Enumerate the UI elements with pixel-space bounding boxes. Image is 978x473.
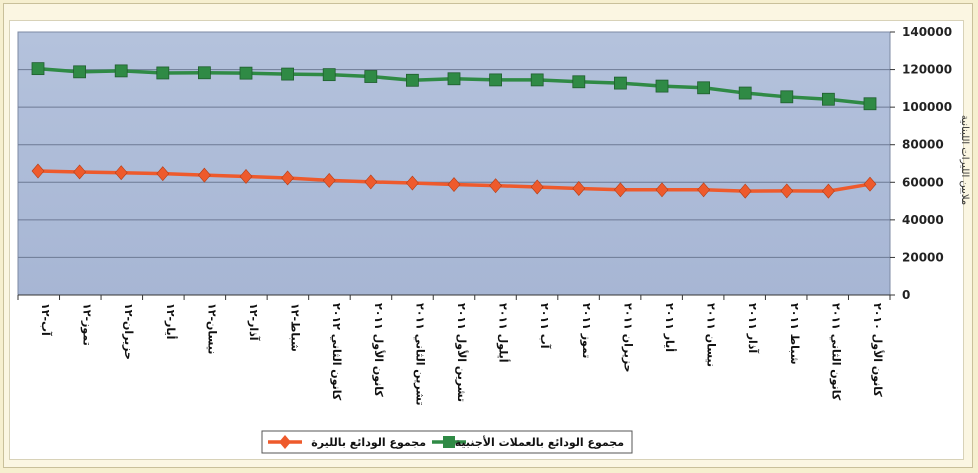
- x-axis: آب-١٢ تموز-١٢ حزيران-١٢ أيار-١٢ نيسان-١٢ آذار…: [17, 294, 891, 406]
- y-tick-label: 100000: [902, 100, 952, 114]
- legend-label: مجموع الودائع بالعملات الأجنبية: [455, 435, 624, 449]
- data-point: [447, 177, 461, 193]
- legend-label: مجموع الودائع بالليرة: [311, 436, 426, 449]
- x-tick-label: آب ٢٠١١: [538, 303, 552, 349]
- x-tick-label: كانون الثاني ٢٠١١: [829, 303, 842, 401]
- data-point: [822, 92, 835, 106]
- y-tick-label: 20000: [902, 250, 944, 264]
- x-tick-label: تموز ٢٠١١: [580, 303, 593, 358]
- data-point: [572, 75, 586, 89]
- data-point: [780, 183, 794, 199]
- legend-marker: [279, 435, 291, 449]
- data-point: [364, 70, 378, 83]
- data-point: [530, 73, 544, 87]
- data-point: [364, 174, 378, 190]
- data-point: [322, 68, 336, 82]
- data-point: [780, 90, 794, 104]
- legend: مجموع الودائع بالعملات الأجنبية مجموع الو…: [261, 430, 633, 454]
- x-tick-label: كانون الأول ٢٠١٠: [871, 303, 885, 397]
- data-point: [822, 183, 835, 199]
- x-tick-label: تموز-١٢: [81, 303, 94, 346]
- data-point: [655, 182, 669, 198]
- data-point: [697, 81, 710, 95]
- data-point: [489, 178, 502, 194]
- x-tick-label: نيسان-١٢: [205, 303, 218, 354]
- x-tick-label: شباط-١٢: [289, 303, 302, 352]
- x-tick-label: آب-١٢: [39, 303, 53, 336]
- x-tick-label: تشرين الأول ٢٠١١: [455, 303, 469, 402]
- x-tick-label: شباط ٢٠١١: [788, 303, 801, 365]
- data-point: [530, 179, 544, 195]
- data-point: [198, 167, 211, 183]
- x-tick-label: نيسان ٢٠١١: [705, 303, 718, 367]
- data-point: [655, 79, 669, 93]
- data-point: [281, 67, 295, 81]
- data-point: [489, 73, 503, 87]
- series-1: [31, 62, 877, 111]
- x-tick-label: تشرين الثاني ٢٠١١: [413, 303, 426, 406]
- x-tick-label: أيلول ٢٠١١: [497, 303, 511, 363]
- x-tick-label: حزيران-١٢: [122, 303, 135, 360]
- data-point: [156, 66, 170, 80]
- y-tick-label: 60000: [902, 175, 944, 189]
- y-axis: 0 20000 40000 60000 80000 100000 120000 140000: [890, 25, 952, 302]
- y-tick-label: 0: [902, 288, 910, 302]
- data-point: [73, 65, 86, 79]
- data-point: [697, 182, 710, 198]
- data-point: [239, 169, 253, 184]
- data-point: [406, 175, 419, 191]
- x-tick-label: أيار ٢٠١١: [663, 303, 677, 352]
- data-point: [572, 181, 586, 196]
- series-2: [31, 163, 877, 199]
- data-point: [405, 73, 419, 87]
- data-point: [73, 164, 86, 180]
- data-point: [31, 163, 45, 179]
- y-axis-label: ملايين الليرات اللبنانية: [959, 115, 970, 205]
- x-tick-label: آذار ٢٠١١: [746, 303, 760, 353]
- data-point: [156, 166, 170, 182]
- data-point: [197, 66, 211, 80]
- legend-marker: [443, 436, 455, 448]
- series-lines: [31, 62, 877, 199]
- data-point: [322, 172, 336, 188]
- data-point: [614, 182, 627, 198]
- data-point: [447, 72, 461, 86]
- x-tick-label: آذار-١٢: [247, 303, 261, 341]
- data-point: [281, 170, 294, 186]
- y-tick-label: 80000: [902, 138, 944, 152]
- data-point: [738, 86, 752, 100]
- data-point: [863, 97, 877, 111]
- x-tick-label: أيار-١٢: [164, 303, 178, 339]
- data-point: [614, 76, 627, 90]
- x-tick-label: كانون الأول ٢٠١١: [372, 303, 386, 397]
- y-tick-label: 40000: [902, 213, 944, 227]
- x-tick-label: كانون الثاني ٢٠١٢: [330, 303, 343, 401]
- data-point: [114, 165, 128, 181]
- data-point: [738, 183, 752, 199]
- data-point: [239, 66, 253, 80]
- y-tick-label: 120000: [902, 63, 952, 77]
- y-tick-label: 140000: [902, 25, 952, 39]
- data-point: [31, 62, 45, 76]
- x-tick-label: حزيران ٢٠١١: [621, 303, 634, 373]
- data-point: [114, 64, 128, 78]
- data-point: [863, 176, 877, 192]
